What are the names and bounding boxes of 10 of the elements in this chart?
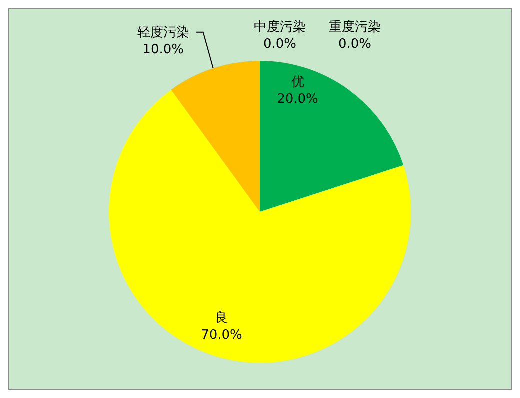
slice-label: 优 [291, 75, 304, 90]
data-label: 70.0% [201, 328, 242, 343]
category-label: 重度污染 [329, 20, 381, 35]
slice-label: 良 [215, 310, 228, 326]
data-label: 20.0% [277, 92, 318, 108]
text: 0.0% [263, 37, 297, 52]
category-label: 中度污染 [254, 20, 306, 35]
text: 0.0% [338, 37, 372, 52]
slice-label: 轻度污染 [137, 24, 190, 40]
data-label: 10.0% [142, 42, 184, 58]
